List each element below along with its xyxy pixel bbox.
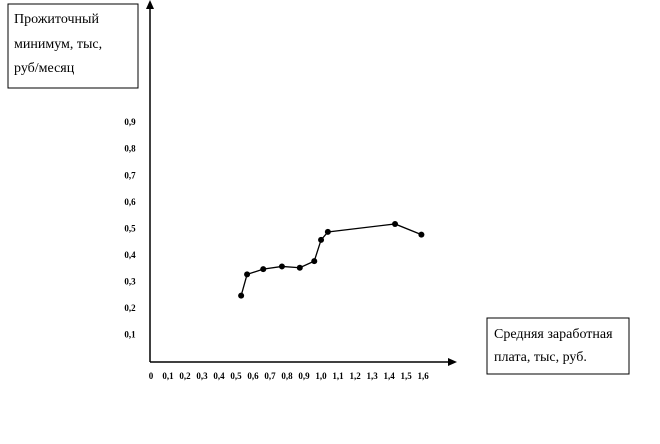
y-axis-label: минимум, тыс, — [14, 37, 102, 52]
point — [244, 271, 251, 278]
y-tick-label: 0,3 — [124, 276, 136, 286]
x-tick-label: 0,7 — [264, 371, 276, 381]
x-axis-label: плата, тыс, руб. — [494, 350, 587, 365]
point — [324, 228, 331, 235]
x-tick-label: 0,3 — [196, 371, 208, 381]
y-tick-label: 0,8 — [124, 144, 136, 154]
x-label-box — [486, 317, 630, 375]
point — [260, 266, 267, 273]
x-axis-arrow — [448, 358, 457, 366]
y-tick-label: 0,6 — [124, 197, 136, 207]
x-tick-label: 0,2 — [179, 371, 191, 381]
y-tick-label: 0,2 — [124, 303, 136, 313]
x-tick-label: 1,0 — [315, 371, 327, 381]
line — [240, 223, 422, 296]
x-tick-label: 0,6 — [247, 371, 259, 381]
y-tick-label: 0,1 — [124, 330, 136, 340]
x-tick-label: 0 — [149, 371, 154, 381]
y-tick-label: 0,7 — [124, 170, 136, 180]
y-tick-label: 0,4 — [124, 250, 136, 260]
x-tick-label: 1,1 — [332, 371, 344, 381]
x-tick-label: 0,1 — [162, 371, 174, 381]
y-tick-label: 0,9 — [124, 117, 136, 127]
y-label-box — [7, 3, 139, 89]
x-tick-label: 1,6 — [417, 371, 429, 381]
x-tick-label: 1,5 — [400, 371, 412, 381]
y-axis-arrow — [146, 0, 154, 9]
x-tick-label: 0,8 — [281, 371, 293, 381]
x-axis-label: Средняя заработная — [494, 327, 613, 342]
x-tick-label: 0,4 — [213, 371, 225, 381]
x-tick-label: 0,5 — [230, 371, 242, 381]
x-tick-label: 1,4 — [383, 371, 395, 381]
x-tick-label: 1,3 — [366, 371, 378, 381]
x-tick-label: 0,9 — [298, 371, 310, 381]
point — [318, 236, 325, 243]
point — [296, 264, 303, 271]
point — [311, 258, 318, 265]
y-tick-label: 0,5 — [124, 223, 136, 233]
point — [392, 220, 399, 227]
y-axis-label: Прожиточный — [14, 12, 99, 27]
x-tick-label: 1,2 — [349, 371, 361, 381]
point — [418, 231, 425, 238]
point — [278, 263, 285, 270]
y-axis-label: руб/месяц — [14, 61, 75, 76]
point — [238, 292, 245, 299]
